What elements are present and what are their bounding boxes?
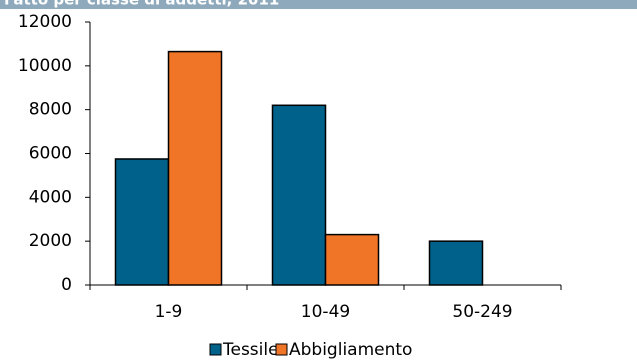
bar [324,233,380,286]
legend-swatch [275,343,288,356]
legend-label: Tessile [222,340,279,360]
x-tick-label: 50-249 [452,302,512,322]
bar [428,240,484,286]
y-tick-label: 6000 [29,144,72,164]
bar [167,50,223,286]
y-tick-label: 10000 [18,56,72,76]
legend-swatch [209,343,222,356]
y-tick-label: 8000 [29,100,72,120]
x-tick-label: 10-49 [301,302,350,322]
legend-label: Abbigliamento [289,340,412,360]
bar [271,104,327,286]
chart-title: Fatto per classe di addetti, 2011 [4,0,279,9]
title-bar [0,0,637,9]
y-tick-label: 4000 [29,187,72,207]
x-tick-label: 1-9 [155,302,183,322]
y-tick-label: 0 [61,275,72,295]
bar [114,158,170,286]
y-tick-label: 2000 [29,231,72,251]
y-tick-label: 12000 [18,12,72,32]
